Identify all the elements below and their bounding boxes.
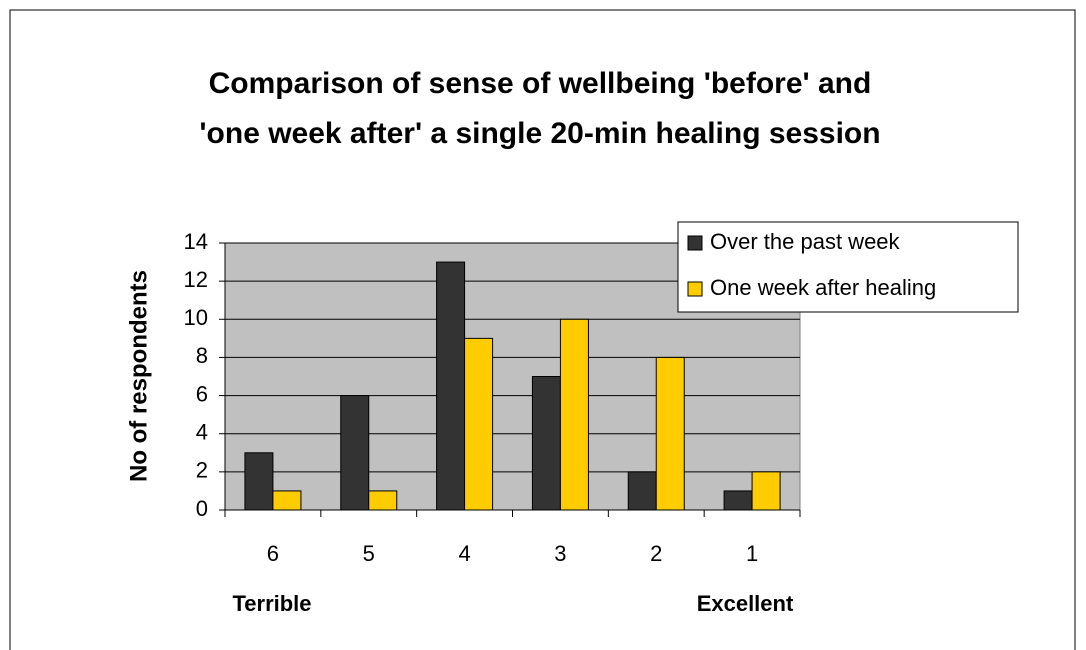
y-axis-label: No of respondents bbox=[125, 270, 152, 482]
x-tick-label: 3 bbox=[554, 541, 566, 566]
y-tick-label: 14 bbox=[184, 229, 208, 254]
chart-title: 'one week after' a single 20-min healing… bbox=[199, 117, 880, 150]
bar bbox=[531, 376, 561, 511]
bar bbox=[627, 471, 657, 511]
x-tick-label: 2 bbox=[650, 541, 662, 566]
bar bbox=[655, 356, 685, 511]
bar bbox=[340, 395, 370, 511]
bar bbox=[244, 452, 274, 511]
bar bbox=[723, 490, 753, 511]
x-tick-label: 6 bbox=[267, 541, 279, 566]
legend-swatch bbox=[687, 281, 703, 297]
y-tick-label: 6 bbox=[196, 381, 208, 406]
bar bbox=[368, 490, 398, 511]
annotation: Terrible bbox=[232, 591, 311, 616]
y-tick-label: 12 bbox=[184, 267, 208, 292]
y-tick-label: 8 bbox=[196, 343, 208, 368]
bar bbox=[464, 337, 494, 511]
legend bbox=[677, 221, 1019, 313]
legend-label: Over the past week bbox=[710, 229, 901, 254]
y-tick-label: 0 bbox=[196, 496, 208, 521]
bar bbox=[559, 318, 589, 511]
annotation: Excellent bbox=[697, 591, 794, 616]
y-tick-label: 10 bbox=[184, 305, 208, 330]
legend-label: One week after healing bbox=[710, 275, 936, 300]
x-tick-label: 5 bbox=[363, 541, 375, 566]
bar bbox=[436, 261, 466, 511]
bar bbox=[272, 490, 302, 511]
y-tick-label: 2 bbox=[196, 458, 208, 483]
x-tick-label: 1 bbox=[746, 541, 758, 566]
y-tick-label: 4 bbox=[196, 420, 208, 445]
legend-swatch bbox=[687, 235, 703, 251]
chart-title: Comparison of sense of wellbeing 'before… bbox=[209, 67, 872, 100]
bar bbox=[751, 471, 781, 511]
x-tick-label: 4 bbox=[458, 541, 470, 566]
